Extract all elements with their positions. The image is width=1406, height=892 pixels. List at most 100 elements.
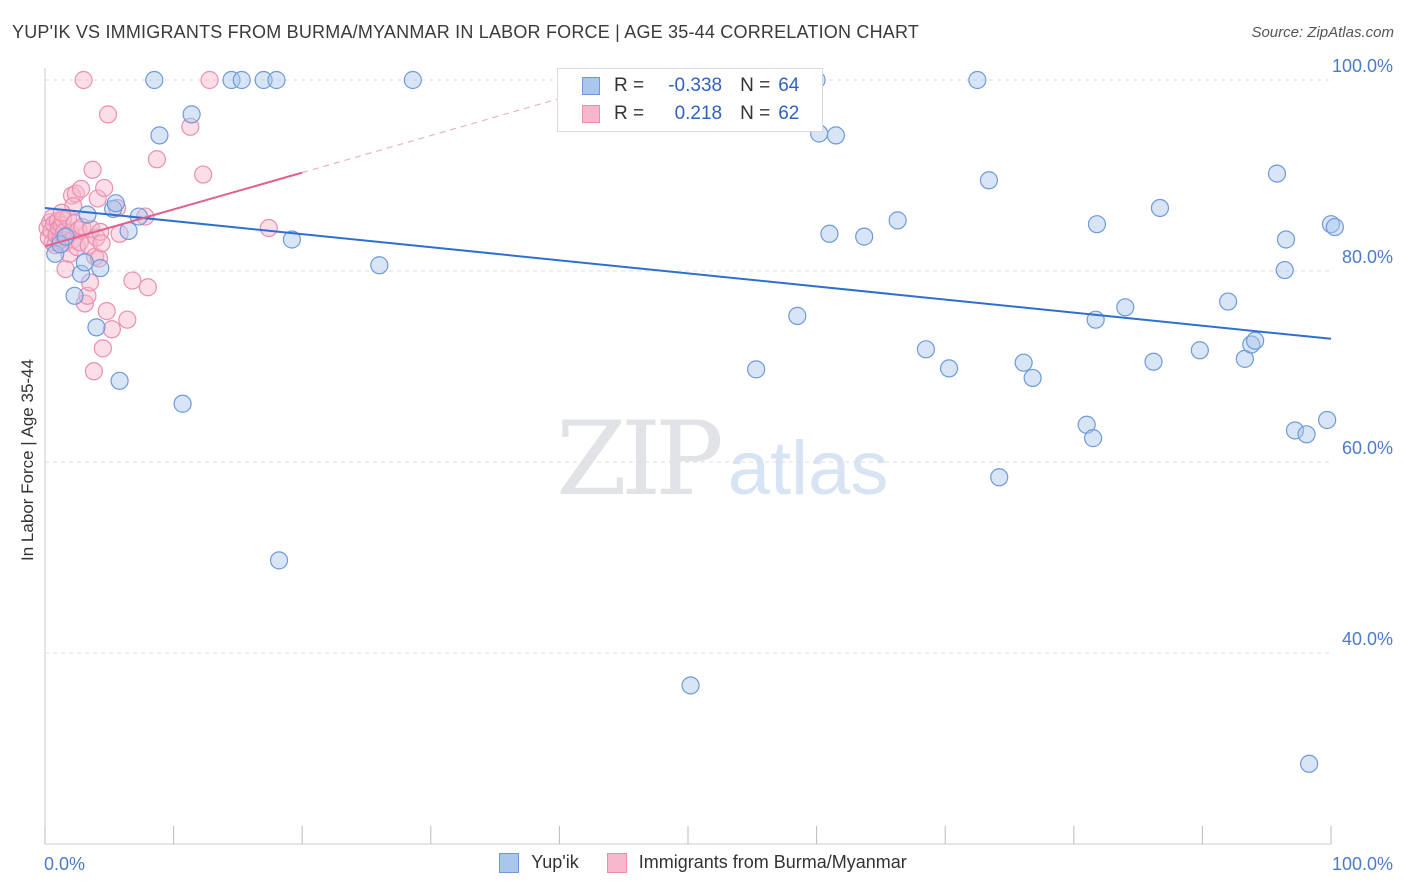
data-point-burma (97, 302, 116, 321)
legend-n-label: N = (740, 75, 771, 96)
data-point-burma (147, 150, 166, 169)
data-point-yupik (1116, 298, 1135, 317)
data-point-yupik (1014, 353, 1033, 372)
data-point-yupik (1087, 215, 1107, 234)
watermark-zip: ZIP (556, 400, 724, 519)
legend-n-label: N = (740, 103, 771, 124)
data-point-yupik (282, 230, 302, 249)
data-point-yupik (826, 126, 845, 145)
source-label: Source: ZipAtlas.com (1251, 24, 1394, 41)
data-point-yupik (269, 551, 289, 570)
data-point-yupik (150, 126, 169, 145)
legend-row-yupik: R = -0.338 N = 64 (582, 73, 799, 99)
data-point-yupik (173, 394, 192, 413)
series-burma-points (38, 70, 278, 381)
grid-layer (45, 79, 1331, 654)
legend-label-yupik: Yup'ik (531, 852, 579, 872)
watermark-atlas: atlas (727, 426, 889, 511)
data-point-burma (74, 70, 93, 90)
data-point-yupik (87, 318, 106, 337)
legend-item-yupik[interactable]: Yup'ik (499, 852, 579, 873)
watermark: ZIP atlas (556, 400, 888, 519)
data-point-yupik (1219, 292, 1238, 311)
data-point-burma (118, 310, 137, 329)
data-point-burma (71, 179, 91, 198)
x-tick-label: 0.0% (44, 854, 85, 874)
data-point-yupik (106, 194, 125, 213)
data-point-yupik (681, 676, 700, 695)
data-point-yupik (979, 171, 999, 190)
data-point-burma (98, 105, 118, 124)
data-point-yupik (1318, 410, 1337, 430)
data-point-yupik (1150, 198, 1170, 218)
data-point-yupik (71, 264, 91, 283)
data-point-yupik (990, 468, 1009, 487)
data-point-yupik (403, 70, 422, 90)
data-point-yupik (232, 70, 251, 90)
data-point-yupik (1267, 164, 1287, 183)
axis-layer (44, 68, 1332, 845)
data-point-yupik (110, 371, 129, 390)
data-point-yupik (65, 286, 84, 305)
data-point-burma (89, 249, 109, 268)
y-axis-label: In Labor Force | Age 35-44 (18, 359, 37, 561)
data-point-yupik (370, 256, 389, 275)
y-tick-label: 100.0% (1332, 56, 1393, 76)
data-point-burma (52, 203, 71, 222)
data-point-yupik (1190, 341, 1209, 360)
legend-r-value: 0.218 (674, 103, 723, 124)
data-point-yupik (939, 359, 959, 378)
data-point-yupik (888, 211, 907, 230)
data-point-yupik (1083, 429, 1103, 448)
legend-r-label: R = (614, 75, 645, 96)
data-point-yupik (1144, 352, 1163, 371)
data-point-yupik (820, 224, 839, 243)
data-point-yupik (1275, 260, 1294, 280)
legend-r-label: R = (614, 103, 645, 124)
data-point-yupik (1023, 368, 1042, 388)
legend-n-value: 62 (778, 103, 800, 124)
y-tick-label: 80.0% (1342, 247, 1393, 267)
data-point-burma (194, 165, 213, 184)
data-point-burma (200, 70, 219, 90)
data-point-burma (102, 320, 121, 339)
data-point-burma (84, 362, 103, 381)
data-point-yupik (1276, 230, 1296, 249)
data-point-burma (259, 218, 278, 238)
data-point-yupik (747, 360, 766, 379)
trend-line-yupik (44, 206, 1332, 340)
legend-item-burma[interactable]: Immigrants from Burma/Myanmar (606, 852, 907, 873)
data-point-yupik (145, 70, 164, 90)
series-yupik-points (46, 70, 1344, 773)
data-point-yupik (75, 253, 94, 272)
data-point-yupik (1325, 217, 1344, 237)
data-point-yupik (267, 70, 286, 90)
data-point-burma (95, 178, 114, 198)
data-point-yupik (855, 227, 874, 246)
data-point-yupik (916, 340, 936, 359)
data-point-yupik (254, 70, 273, 90)
chart-title: YUP'IK VS IMMIGRANTS FROM BURMA/MYANMAR … (12, 22, 920, 42)
data-point-burma (138, 278, 157, 297)
legend-n-value: 64 (778, 75, 800, 96)
legend-row-burma: R = 0.218 N = 62 (582, 101, 799, 127)
trend-line-burma (44, 171, 303, 248)
data-point-burma (83, 160, 102, 179)
data-point-yupik (968, 70, 987, 90)
legend-r-value: -0.338 (668, 75, 723, 96)
data-point-yupik (788, 306, 807, 325)
correlation-legend: R = -0.338 N = 64 R = 0.218 N = 62 (557, 68, 823, 132)
data-point-yupik (1285, 421, 1305, 440)
series-legend: Yup'ik Immigrants from Burma/Myanmar (0, 852, 1406, 873)
data-point-yupik (1246, 331, 1265, 350)
data-point-burma (123, 271, 142, 290)
data-point-burma (78, 286, 97, 305)
x-tick-label: 100.0% (1332, 854, 1393, 874)
y-tick-label: 60.0% (1342, 438, 1393, 458)
legend-label-burma: Immigrants from Burma/Myanmar (638, 852, 907, 872)
data-point-burma (88, 189, 107, 208)
data-point-yupik (91, 259, 110, 278)
data-point-yupik (1300, 754, 1319, 773)
data-point-burma (56, 259, 75, 279)
